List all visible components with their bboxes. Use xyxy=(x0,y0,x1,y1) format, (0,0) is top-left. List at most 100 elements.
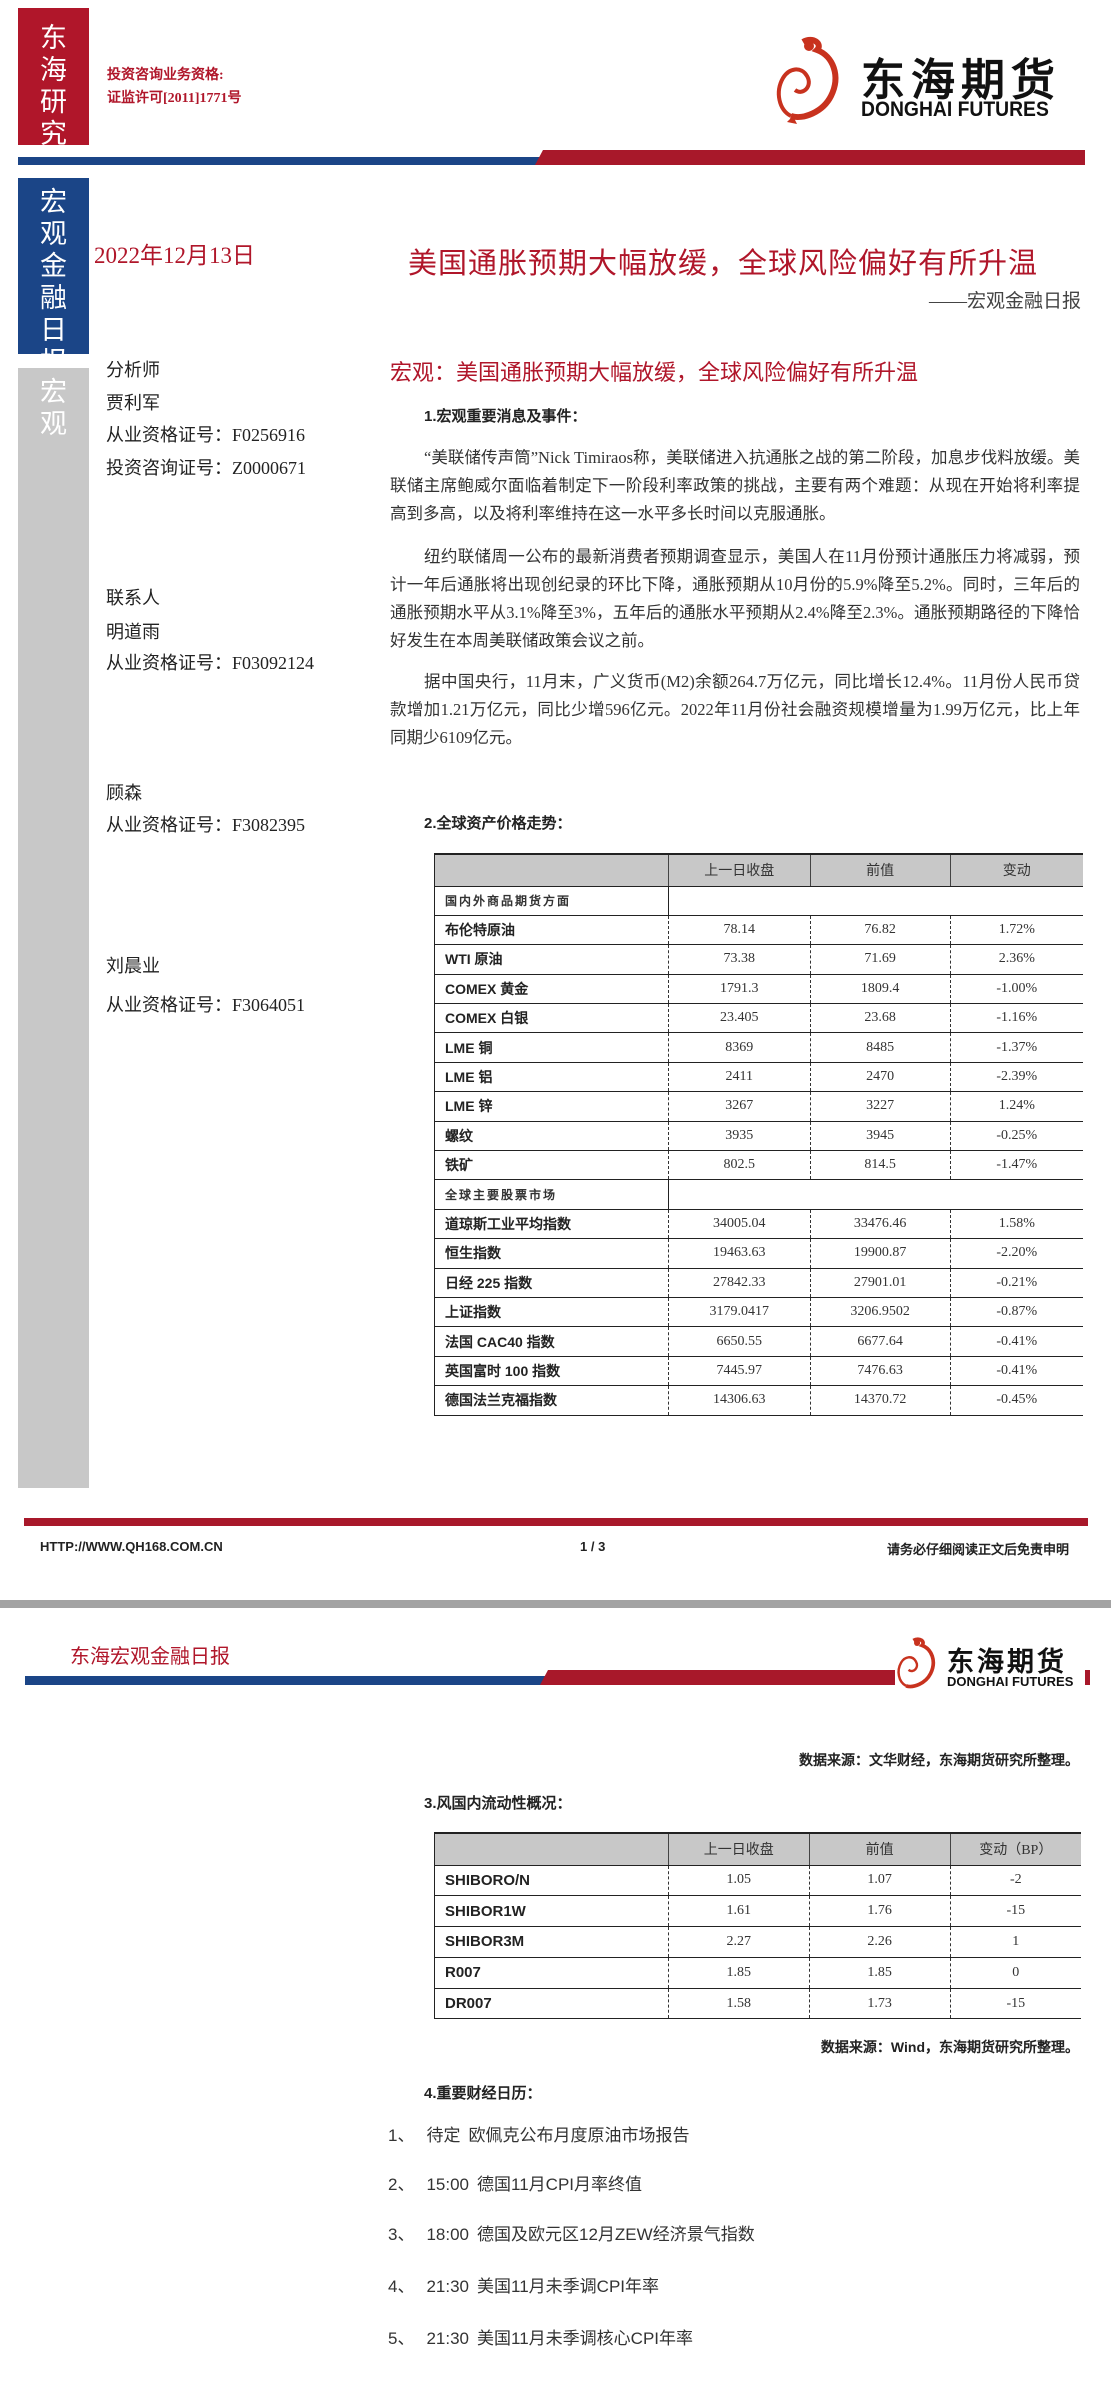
report-subtitle: ——宏观金融日报 xyxy=(928,291,1081,312)
row-value: 1.24% xyxy=(949,1091,1083,1122)
license-line-1: 投资咨询业务资格: xyxy=(107,68,224,83)
row-value: -1.37% xyxy=(949,1032,1083,1063)
news-paragraph-3: 据中国央行，11月末，广义货币(M2)余额264.7万亿元，同比增长12.4%。… xyxy=(390,672,1080,747)
row-value: 27901.01 xyxy=(809,1267,951,1298)
row-label: 布伦特原油 xyxy=(434,914,669,946)
row-value: 8485 xyxy=(809,1032,951,1063)
calendar-no: 5、 xyxy=(388,2329,415,2348)
row-value: 78.14 xyxy=(667,914,811,946)
table-row: 布伦特原油 78.14 76.82 1.72% xyxy=(434,914,1083,946)
row-value: 6677.64 xyxy=(809,1326,951,1357)
contact-id: 从业资格证号：F03092124 xyxy=(106,653,315,673)
header-cell: 变动（BP） xyxy=(949,1832,1081,1866)
section-heading-4: 4.重要财经日历： xyxy=(424,2085,542,2102)
row-value: 14306.63 xyxy=(667,1385,811,1416)
footer-url[interactable]: HTTP://WWW.QH168.COM.CN xyxy=(40,1539,223,1554)
row-value: 19900.87 xyxy=(809,1238,951,1269)
row-value: -2.39% xyxy=(949,1061,1083,1093)
report-title: 美国通胀预期大幅放缓，全球风险偏好有所升温 xyxy=(408,248,1039,280)
row-value: 19463.63 xyxy=(667,1238,811,1269)
row-value: 0 xyxy=(949,1956,1081,1989)
row-label: 日经 225 指数 xyxy=(434,1267,669,1298)
row-value: 3935 xyxy=(667,1120,811,1152)
logo-text-en: DONGHAI FUTURES xyxy=(861,98,1049,121)
row-value: 1.76 xyxy=(808,1895,951,1928)
row-label: 道琼斯工业平均指数 xyxy=(434,1208,669,1240)
row-value: 3227 xyxy=(809,1091,951,1122)
table-row: 螺纹 3935 3945 -0.25% xyxy=(434,1120,1083,1152)
page2-stripe-blue xyxy=(25,1676,550,1685)
company-logo: 东海期货 DONGHAI FUTURES xyxy=(773,36,1085,128)
row-value: 802.5 xyxy=(667,1150,811,1181)
row-value: 1.85 xyxy=(808,1956,951,1989)
calendar-item: 1、 待定 欧佩克公布月度原油市场报告 xyxy=(388,2121,697,2146)
calendar-no: 1、 xyxy=(388,2126,415,2145)
row-label: COMEX 黄金 xyxy=(434,973,669,1005)
contact-id: 从业资格证号：F3064051 xyxy=(106,995,306,1015)
calendar-no: 3、 xyxy=(388,2225,415,2244)
row-label: SHIBOR1W xyxy=(434,1895,669,1928)
row-value: 71.69 xyxy=(809,944,951,975)
row-value: 1.07 xyxy=(808,1864,951,1897)
report-date: 2022年12月13日 xyxy=(94,243,255,268)
table-row: COMEX 白银 23.405 23.68 -1.16% xyxy=(434,1003,1083,1034)
header-cell xyxy=(434,1832,669,1866)
license-line-2: 证监许可[2011]1771号 xyxy=(107,91,242,106)
table-section-row: 全球主要股票市场 xyxy=(434,1179,1083,1210)
row-value: -15 xyxy=(949,1987,1081,2020)
data-source-note-1: 数据来源：文华财经，东海期货研究所整理。 xyxy=(799,1752,1079,1768)
row-label: WTI 原油 xyxy=(434,944,669,975)
table-row: 英国富时 100 指数 7445.97 7476.63 -0.41% xyxy=(434,1355,1083,1387)
row-value: 73.38 xyxy=(667,944,811,975)
calendar-no: 4、 xyxy=(388,2277,415,2296)
header-cell: 前值 xyxy=(808,1832,951,1866)
table-row: 道琼斯工业平均指数 34005.04 33476.46 1.58% xyxy=(434,1208,1083,1240)
row-value: 2.27 xyxy=(667,1926,810,1958)
row-value: -0.21% xyxy=(949,1267,1083,1298)
row-value: -0.87% xyxy=(949,1296,1083,1328)
calendar-item: 2、 15:00 德国11月CPI月率终值 xyxy=(388,2170,650,2195)
page2-header-title: 东海宏观金融日报 xyxy=(70,1646,230,1668)
row-value: 2470 xyxy=(809,1061,951,1093)
table-row: SHIBOR3M 2.27 2.26 1 xyxy=(434,1926,1081,1958)
calendar-event: 德国11月CPI月率终值 xyxy=(477,2175,643,2194)
calendar-event: 德国及欧元区12月ZEW经济景气指数 xyxy=(477,2225,755,2244)
footer-page-number: 1 / 3 xyxy=(580,1539,606,1554)
table-section-row: 国内外商品期货方面 xyxy=(434,885,1083,916)
logo-text-cn: 东海期货 xyxy=(947,1647,1067,1677)
table-row: 法国 CAC40 指数 6650.55 6677.64 -0.41% xyxy=(434,1326,1083,1357)
row-value: 3945 xyxy=(809,1120,951,1152)
row-value: 8369 xyxy=(667,1032,811,1063)
news-paragraph-2: 纽约联储周一公布的最新消费者预期调查显示，美国人在11月份预计通胀压力将减弱，预… xyxy=(390,547,1080,650)
logo-text-en: DONGHAI FUTURES xyxy=(947,1674,1074,1689)
table-row: SHIBORO/N 1.05 1.07 -2 xyxy=(434,1864,1081,1897)
row-value: -1.47% xyxy=(949,1150,1083,1181)
news-paragraph-1: “美联储传声筒”Nick Timiraos称，美联储进入抗通胀之战的第二阶段，加… xyxy=(390,448,1080,523)
header-cell: 变动 xyxy=(949,853,1083,887)
headline: 宏观：美国通胀预期大幅放缓，全球风险偏好有所升温 xyxy=(390,360,919,385)
analyst-name: 贾利军 xyxy=(106,393,160,413)
calendar-item: 3、 18:00 德国及欧元区12月ZEW经济景气指数 xyxy=(388,2220,763,2245)
header-stripe-blue xyxy=(18,157,548,165)
row-value: 6650.55 xyxy=(667,1326,811,1357)
row-value: -1.16% xyxy=(949,1003,1083,1034)
row-label: COMEX 白银 xyxy=(434,1003,669,1034)
contact-label: 联系人 xyxy=(106,588,160,608)
row-value: 76.82 xyxy=(809,914,951,946)
section-heading-1: 1.宏观重要消息及事件： xyxy=(424,408,587,425)
row-value: 1.58 xyxy=(667,1987,810,2020)
row-value: 1809.4 xyxy=(809,973,951,1005)
row-value: 1.58% xyxy=(949,1208,1083,1240)
row-value: 814.5 xyxy=(809,1150,951,1181)
row-label: SHIBORO/N xyxy=(434,1864,669,1897)
header-cell: 前值 xyxy=(809,853,951,887)
table-row: 日经 225 指数 27842.33 27901.01 -0.21% xyxy=(434,1267,1083,1298)
table-row: SHIBOR1W 1.61 1.76 -15 xyxy=(434,1895,1081,1928)
row-label: LME 铝 xyxy=(434,1061,669,1093)
section-heading-2: 2.全球资产价格走势： xyxy=(424,815,572,832)
table-row: DR007 1.58 1.73 -15 xyxy=(434,1987,1081,2020)
calendar-time: 18:00 xyxy=(426,2225,470,2244)
row-label: SHIBOR3M xyxy=(434,1926,669,1958)
header-cell: 上一日收盘 xyxy=(667,853,811,887)
header-stripe-red xyxy=(535,150,1085,165)
